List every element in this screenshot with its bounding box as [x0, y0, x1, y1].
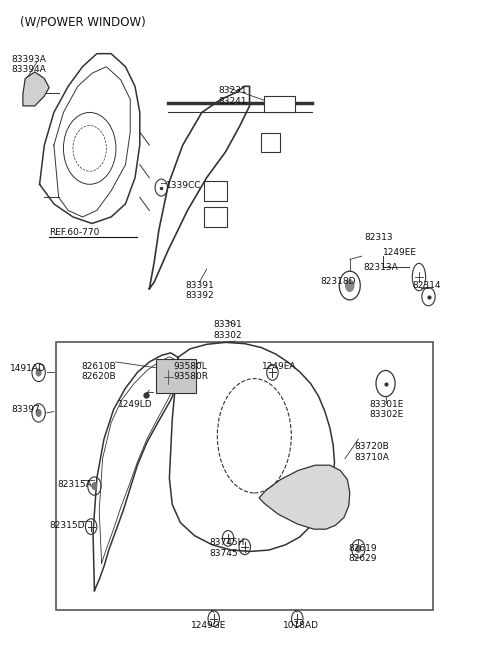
- Polygon shape: [23, 72, 49, 106]
- Text: 83720B
83710A: 83720B 83710A: [355, 442, 389, 462]
- Text: 83301E
83302E: 83301E 83302E: [370, 400, 404, 419]
- Text: 82315A: 82315A: [58, 480, 93, 489]
- Text: (W/POWER WINDOW): (W/POWER WINDOW): [21, 16, 146, 29]
- Text: 82610B
82620B: 82610B 82620B: [82, 362, 116, 381]
- Polygon shape: [259, 465, 350, 529]
- Text: 1249GE: 1249GE: [192, 621, 227, 630]
- Circle shape: [36, 368, 42, 377]
- Text: 82619
82629: 82619 82629: [349, 544, 377, 563]
- Text: 83393A
83394A: 83393A 83394A: [11, 55, 46, 74]
- FancyBboxPatch shape: [204, 207, 227, 227]
- Text: 1249EE: 1249EE: [383, 249, 417, 257]
- FancyBboxPatch shape: [156, 359, 196, 394]
- Text: 82318D: 82318D: [320, 277, 356, 286]
- Text: 93580L
93580R: 93580L 93580R: [173, 362, 208, 381]
- Text: 83745H
83745: 83745H 83745: [209, 539, 244, 558]
- Text: 1491AD: 1491AD: [10, 364, 46, 373]
- FancyBboxPatch shape: [56, 342, 433, 610]
- Text: 1018AD: 1018AD: [283, 621, 319, 630]
- FancyBboxPatch shape: [204, 181, 227, 201]
- Text: 82315D: 82315D: [49, 521, 84, 529]
- Text: 82314: 82314: [413, 281, 441, 290]
- Text: 83397: 83397: [11, 405, 40, 414]
- Text: 1249LD: 1249LD: [118, 400, 153, 409]
- Text: 1339CC: 1339CC: [166, 181, 202, 190]
- Circle shape: [355, 544, 361, 553]
- Text: 1249EA: 1249EA: [262, 362, 296, 371]
- FancyBboxPatch shape: [264, 96, 295, 112]
- Text: 83301
83302: 83301 83302: [214, 320, 242, 340]
- Text: 82313A: 82313A: [363, 262, 398, 272]
- Circle shape: [36, 409, 42, 417]
- Circle shape: [345, 279, 355, 292]
- Text: 82313: 82313: [364, 234, 393, 242]
- Text: 83231
83241: 83231 83241: [218, 87, 247, 106]
- Text: REF.60-770: REF.60-770: [49, 228, 99, 237]
- FancyBboxPatch shape: [262, 133, 280, 152]
- Circle shape: [92, 482, 97, 490]
- Text: 83391
83392: 83391 83392: [185, 281, 214, 300]
